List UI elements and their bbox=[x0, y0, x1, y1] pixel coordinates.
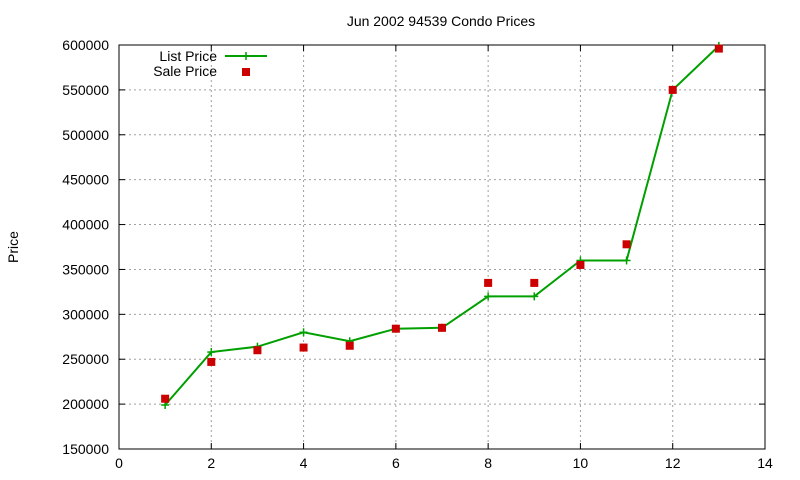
legend-sample-list-price bbox=[225, 52, 267, 60]
sale-price-point bbox=[345, 341, 354, 350]
legend-label-list-price: List Price bbox=[159, 48, 217, 64]
series-list-price bbox=[161, 41, 723, 410]
legend-marker bbox=[242, 52, 250, 60]
list-price-point bbox=[530, 292, 539, 301]
y-axis-label: Price bbox=[5, 231, 21, 263]
sale-price-point bbox=[576, 260, 585, 269]
y-tick-label: 500000 bbox=[62, 127, 109, 143]
legend-label-sale-price: Sale Price bbox=[153, 63, 217, 79]
legend-sample-sale-price bbox=[242, 68, 250, 76]
y-tick-label: 200000 bbox=[62, 396, 109, 412]
y-tick-label: 250000 bbox=[62, 351, 109, 367]
sale-price-point bbox=[714, 44, 723, 53]
sale-price-point bbox=[161, 394, 170, 403]
sale-price-point bbox=[668, 85, 677, 94]
sale-price-point bbox=[438, 323, 446, 332]
y-tick-label: 400000 bbox=[62, 217, 109, 233]
x-tick-label: 14 bbox=[757, 455, 773, 471]
list-price-point bbox=[299, 328, 308, 337]
series bbox=[161, 41, 723, 410]
x-tick-label: 8 bbox=[484, 455, 492, 471]
tick-labels: 0 2 4 6 8 10 12 14 150000 200000 250000 300000 35000… bbox=[62, 37, 773, 471]
sale-price-point bbox=[622, 240, 631, 249]
x-tick-label: 10 bbox=[573, 455, 589, 471]
x-tick-label: 12 bbox=[665, 455, 681, 471]
x-tick-label: 2 bbox=[207, 455, 215, 471]
sale-price-point bbox=[391, 324, 400, 333]
y-tick-label: 150000 bbox=[62, 441, 109, 457]
y-tick-label: 300000 bbox=[62, 306, 109, 322]
chart-title: Jun 2002 94539 Condo Prices bbox=[347, 13, 535, 29]
x-tick-label: 6 bbox=[392, 455, 400, 471]
y-tick-label: 600000 bbox=[62, 37, 109, 53]
grid bbox=[119, 45, 765, 449]
y-tick-label: 350000 bbox=[62, 261, 109, 277]
y-tick-label: 450000 bbox=[62, 172, 109, 188]
sale-price-point bbox=[253, 346, 262, 355]
legend-marker bbox=[242, 68, 250, 76]
x-tick-label: 0 bbox=[115, 455, 123, 471]
plot-frame bbox=[118, 44, 766, 450]
sale-price-point bbox=[484, 278, 493, 287]
list-price-point bbox=[484, 292, 493, 301]
sale-price-point bbox=[207, 357, 216, 366]
list-price-point bbox=[207, 348, 216, 357]
legend: List Price Sale Price bbox=[153, 48, 267, 79]
list-price-point bbox=[622, 256, 631, 265]
sale-price-point bbox=[530, 278, 539, 287]
x-tick-label: 4 bbox=[300, 455, 308, 471]
sale-price-point bbox=[299, 343, 308, 352]
y-tick-label: 550000 bbox=[62, 82, 109, 98]
series-sale-price bbox=[161, 44, 723, 403]
list-price-line bbox=[164, 45, 720, 406]
